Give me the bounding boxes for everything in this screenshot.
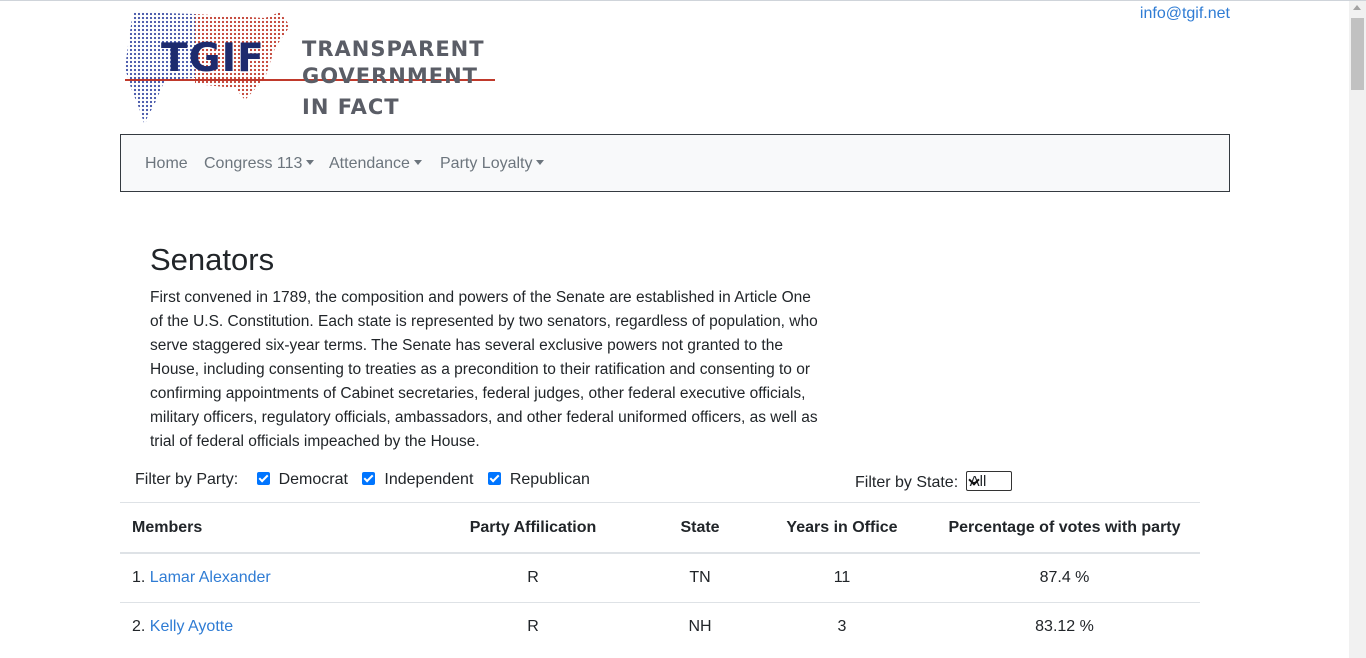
years-cell: 11	[755, 552, 929, 603]
party-cell: R	[421, 602, 645, 651]
header-state[interactable]: State	[645, 502, 755, 554]
logo-wordmark: TRANSPARENT GOVERNMENT IN FACT	[302, 36, 485, 121]
header-party[interactable]: Party Affilication	[421, 502, 645, 554]
state-cell: NH	[645, 602, 755, 651]
caret-down-icon	[413, 160, 422, 165]
republican-checkbox[interactable]	[487, 472, 501, 485]
nav-congress-dropdown[interactable]: Congress 113	[204, 155, 315, 173]
independent-label: Independent	[384, 471, 474, 488]
party-filter: Filter by Party: Democrat Independent Re…	[135, 471, 590, 489]
state-filter-label: Filter by State:	[855, 474, 959, 491]
page-title: Senators	[150, 242, 275, 277]
logo-line-2: GOVERNMENT	[302, 64, 479, 88]
member-link[interactable]: Kelly Ayotte	[149, 618, 234, 635]
member-cell: 2. Kelly Ayotte	[120, 602, 421, 651]
years-cell: 3	[755, 602, 929, 651]
state-select[interactable]: All	[965, 471, 1012, 491]
nav-party-loyalty-label: Party Loyalty	[440, 155, 533, 172]
email-link[interactable]: info@tgif.net	[1139, 5, 1230, 22]
state-select-value: All	[969, 473, 987, 490]
nav-attendance-label: Attendance	[329, 155, 410, 172]
table-row: 2. Kelly Ayotte R NH 3 83.12 %	[120, 602, 1200, 651]
us-map-icon	[125, 12, 290, 126]
row-number: 2.	[132, 618, 146, 635]
caret-down-icon	[536, 160, 545, 165]
intro-paragraph: First convened in 1789, the composition …	[150, 289, 818, 450]
row-number: 1.	[132, 569, 146, 586]
header-percentage[interactable]: Percentage of votes with party	[929, 502, 1200, 554]
democrat-label: Democrat	[278, 471, 348, 488]
member-cell: 1. Lamar Alexander	[120, 552, 421, 603]
member-link[interactable]: Lamar Alexander	[149, 569, 271, 586]
senators-table: Members Party Affilication State Years i…	[120, 502, 1200, 651]
tgif-logo[interactable]: TGIF TRANSPARENT GOVERNMENT IN FACT	[125, 8, 500, 130]
main-navbar: Home Congress 113 Attendance Party Loyal…	[120, 134, 1230, 192]
party-cell: R	[421, 552, 645, 603]
nav-party-loyalty-dropdown[interactable]: Party Loyalty	[440, 155, 545, 173]
logo-rule	[125, 79, 495, 81]
party-filter-label: Filter by Party:	[135, 471, 239, 488]
logo-line-3: IN FACT	[302, 95, 400, 119]
table-header-row: Members Party Affilication State Years i…	[120, 502, 1200, 554]
state-filter: Filter by State: All	[855, 471, 1012, 492]
table-row: 1. Lamar Alexander R TN 11 87.4 %	[120, 552, 1200, 603]
state-cell: TN	[645, 552, 755, 603]
democrat-checkbox[interactable]	[256, 472, 270, 485]
independent-checkbox[interactable]	[362, 472, 376, 485]
republican-label: Republican	[509, 471, 590, 488]
logo-tgif-mark: TGIF	[161, 36, 265, 81]
nav-attendance-dropdown[interactable]: Attendance	[329, 155, 422, 173]
scroll-up-icon[interactable]	[1353, 5, 1361, 10]
percentage-cell: 87.4 %	[929, 552, 1200, 603]
nav-congress-label: Congress 113	[204, 155, 303, 172]
percentage-cell: 83.12 %	[929, 602, 1200, 651]
caret-down-icon	[306, 160, 315, 165]
scrollbar[interactable]	[1349, 1, 1366, 658]
header-members[interactable]: Members	[120, 502, 421, 554]
logo-line-1: TRANSPARENT	[302, 37, 485, 61]
nav-home[interactable]: Home	[145, 155, 188, 172]
header-years[interactable]: Years in Office	[755, 502, 929, 554]
scrollbar-thumb[interactable]	[1351, 18, 1364, 90]
